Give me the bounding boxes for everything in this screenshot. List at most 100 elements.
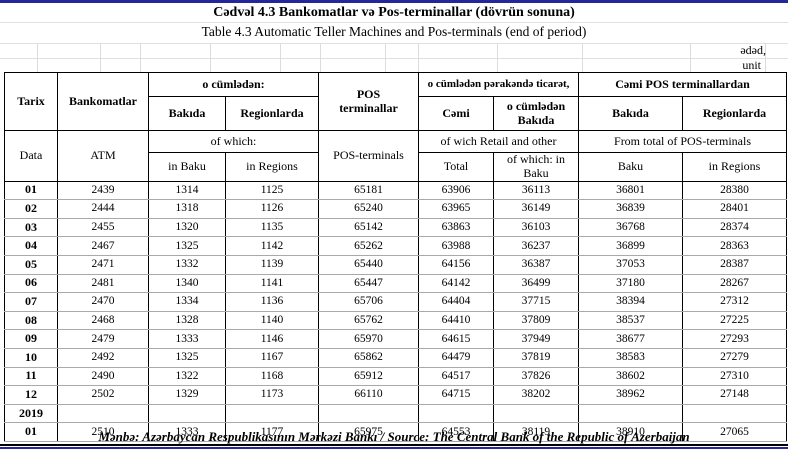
- table-cell: 65762: [318, 311, 420, 331]
- worksheet-gridline: [140, 43, 141, 72]
- header-pos-split-group-en: From total of POS-terminals: [578, 130, 788, 153]
- source-note: Mənbə: Azərbaycan Respublikasının Mərkəz…: [98, 429, 690, 444]
- table-cell: 36237: [493, 236, 580, 256]
- table-cell: 1167: [224, 348, 320, 368]
- table-cell: 01: [4, 422, 58, 442]
- table-cell: 1318: [148, 199, 226, 219]
- table-cell: 37949: [493, 329, 580, 349]
- table-cell: 66110: [318, 385, 420, 405]
- table-cell: 28374: [682, 218, 788, 238]
- table-cell: 38119: [493, 422, 580, 442]
- table-cell: 11: [4, 367, 58, 387]
- table-cell: 1332: [148, 255, 226, 275]
- table-cell: 2439: [57, 181, 149, 201]
- table-cell: 2490: [57, 367, 149, 387]
- table-row: 02 2444 1318 1126 65240 63965 36149 36839 28401: [4, 199, 788, 219]
- table-cell: 08: [4, 311, 58, 331]
- table-cell: 64615: [418, 329, 495, 349]
- table-cell: 2468: [57, 311, 149, 331]
- table-cell: 64517: [418, 367, 495, 387]
- table-cell: 38202: [493, 385, 580, 405]
- table-cell: 27225: [682, 311, 788, 331]
- table-cell: 1329: [148, 385, 226, 405]
- table-cell: 63863: [418, 218, 495, 238]
- table-cell: 28380: [682, 181, 788, 201]
- table-row: 01 2439 1314 1125 65181 63906 36113 36801 28380: [4, 181, 788, 201]
- table-cell: 27312: [682, 292, 788, 312]
- table-row: 01 2510 1333 1177 65975 64553 38119 38910 27065: [4, 422, 788, 442]
- table-cell: 64410: [418, 311, 495, 331]
- table-cell: 65142: [318, 218, 420, 238]
- table-cell: 28401: [682, 199, 788, 219]
- header-atm-split-group-az: o cümlədən:: [147, 72, 320, 97]
- table-body: 01 2439 1314 1125 65181 63906 36113 36801 28380 0…: [4, 181, 788, 442]
- table-cell: 37809: [493, 311, 580, 331]
- table-row: 12 2502 1329 1173 66110 64715 38202 38962 27148: [4, 385, 788, 405]
- table-cell: 38537: [578, 311, 684, 331]
- worksheet-gridline: [0, 57, 788, 59]
- worksheet-gridline: [690, 43, 691, 72]
- table-cell: 1320: [148, 218, 226, 238]
- table-cell: 65447: [318, 274, 420, 294]
- header-retail-baku-az: o cümlədən Bakıda: [493, 96, 580, 131]
- table-cell: 27065: [682, 422, 788, 442]
- table-cell: [418, 404, 495, 424]
- table-title-az: Cədvəl 4.3 Bankomatlar və Pos-terminalla…: [213, 5, 575, 20]
- table-cell: 1168: [224, 367, 320, 387]
- table-row: 06 2481 1340 1141 65447 64142 36499 37180 28267: [4, 274, 788, 294]
- table-row: 04 2467 1325 1142 65262 63988 36237 36899 28363: [4, 236, 788, 256]
- worksheet-gridline: [0, 42, 788, 44]
- header-pos-baku-az: Bakıda: [578, 96, 684, 131]
- table-cell: 36103: [493, 218, 580, 238]
- table-cell: 65240: [318, 199, 420, 219]
- header-atm-az: Bankomatlar: [57, 72, 149, 131]
- table-cell: 1325: [148, 236, 226, 256]
- header-retail-total-en: Total: [418, 152, 495, 182]
- header-pos-en: POS-terminals: [318, 130, 420, 182]
- table-row: 05 2471 1332 1139 65440 64156 36387 37053 28387: [4, 255, 788, 275]
- table-cell: 37053: [578, 255, 684, 275]
- statistics-table: Tarix Bankomatlar o cümlədən: POS termin…: [4, 72, 788, 442]
- table-cell: 1139: [224, 255, 320, 275]
- table-cell: 1333: [148, 422, 226, 442]
- table-cell: 1126: [224, 199, 320, 219]
- table-cell: [57, 404, 149, 424]
- table-cell: [148, 404, 226, 424]
- table-cell: 64156: [418, 255, 495, 275]
- table-cell: 28387: [682, 255, 788, 275]
- table-cell: 37180: [578, 274, 684, 294]
- table-cell: 04: [4, 236, 58, 256]
- table-cell: 2444: [57, 199, 149, 219]
- table-cell: 63988: [418, 236, 495, 256]
- table-cell: 2455: [57, 218, 149, 238]
- table-cell: [682, 404, 788, 424]
- table-cell: 36149: [493, 199, 580, 219]
- worksheet-gridline: [210, 43, 211, 72]
- table-cell: 37826: [493, 367, 580, 387]
- header-retail-group-en: of wich Retail and other: [418, 130, 580, 153]
- table-cell: [578, 404, 684, 424]
- table-cell: 06: [4, 274, 58, 294]
- table-cell: 12: [4, 385, 58, 405]
- table-cell: 28267: [682, 274, 788, 294]
- table-cell: 1141: [224, 274, 320, 294]
- unit-label-en: unit: [742, 58, 761, 72]
- table-cell: 1135: [224, 218, 320, 238]
- table-cell: 27148: [682, 385, 788, 405]
- table-cell: 28363: [682, 236, 788, 256]
- worksheet-gridline: [497, 43, 498, 72]
- table-cell: 07: [4, 292, 58, 312]
- table-cell: 63965: [418, 199, 495, 219]
- table-cell: 2479: [57, 329, 149, 349]
- table-cell: 36113: [493, 181, 580, 201]
- table-cell: 64142: [418, 274, 495, 294]
- table-cell: 2502: [57, 385, 149, 405]
- worksheet-gridline: [320, 43, 321, 72]
- table-cell: 01: [4, 181, 58, 201]
- header-pos-regions-en: in Regions: [682, 152, 788, 182]
- header-atm-baku-en: in Baku: [148, 152, 226, 182]
- table-cell: 64479: [418, 348, 495, 368]
- table-cell: 1334: [148, 292, 226, 312]
- header-date-en: Data: [4, 130, 58, 182]
- table-cell: 64404: [418, 292, 495, 312]
